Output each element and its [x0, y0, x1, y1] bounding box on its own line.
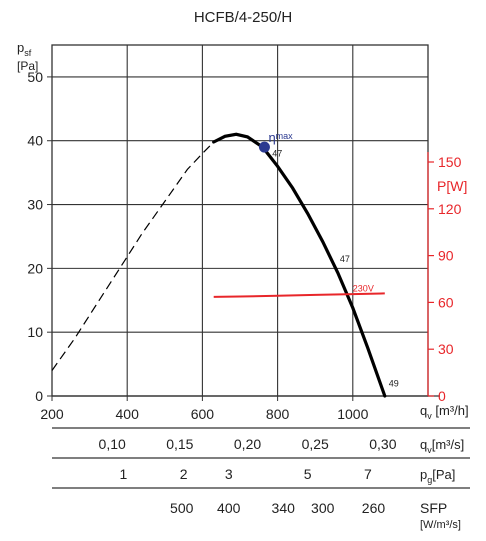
aux-tick-label: 400	[217, 500, 241, 516]
x-tick-label: 600	[191, 406, 215, 422]
aux-scale-unit: [W/m³/s]	[420, 519, 461, 531]
y-axis-label: psf	[17, 40, 32, 58]
y-tick-label: 40	[27, 133, 43, 149]
power-tick-label: 150	[438, 154, 462, 170]
aux-tick-label: 3	[225, 466, 233, 482]
power-tick-label: 60	[438, 294, 454, 310]
aux-tick-label: 5	[304, 466, 312, 482]
y-tick-label: 30	[27, 197, 43, 213]
aux-tick-label: 0,15	[166, 436, 193, 452]
y-tick-label: 10	[27, 324, 43, 340]
aux-tick-label: 1	[120, 466, 128, 482]
x-tick-label: 1000	[337, 406, 368, 422]
pressure-curve-extrapolated	[51, 141, 215, 371]
aux-tick-label: 7	[364, 466, 372, 482]
efficiency-point-label: 47	[340, 254, 350, 264]
plot-series	[51, 132, 387, 398]
power-series-label: 230V	[353, 283, 374, 293]
aux-tick-label: 260	[362, 500, 386, 516]
y-tick-label: 0	[35, 388, 43, 404]
y-axis-unit: [Pa]	[17, 59, 38, 73]
power-tick-label: 120	[438, 201, 462, 217]
power-curve	[213, 292, 385, 298]
aux-tick-label: 2	[180, 466, 188, 482]
aux-scale-label: pg[Pa]	[420, 467, 455, 485]
power-tick-label: 90	[438, 248, 454, 264]
efficiency-point-label: 47	[272, 149, 282, 159]
efficiency-max-marker	[258, 141, 270, 153]
aux-tick-label: 0,10	[99, 436, 126, 452]
chart-title: HCFB/4-250/H	[194, 9, 292, 26]
y-tick-label: 50	[27, 69, 43, 85]
power-tick-label: 0	[438, 388, 446, 404]
x-tick-label: 200	[40, 406, 64, 422]
x-axis-label: qv [m³/h]	[420, 403, 469, 421]
power-axis-label: P[W]	[437, 178, 467, 194]
efficiency-point-label: 49	[389, 378, 399, 388]
aux-tick-label: 500	[170, 500, 194, 516]
pressure-curve	[212, 132, 387, 398]
aux-tick-label: 0,25	[302, 436, 329, 452]
y-tick-label: 20	[27, 260, 43, 276]
aux-scale-label: SFP	[420, 500, 447, 516]
aux-tick-label: 0,30	[369, 436, 396, 452]
aux-scale-label: qv[m³/s]	[420, 437, 464, 455]
efficiency-max-label: ηmax	[268, 130, 293, 145]
grid	[47, 44, 470, 489]
power-tick-label: 30	[438, 341, 454, 357]
plot-frame	[51, 44, 429, 397]
aux-tick-label: 340	[272, 500, 296, 516]
aux-tick-label: 300	[311, 500, 335, 516]
x-tick-label: 400	[116, 406, 140, 422]
x-tick-label: 800	[266, 406, 290, 422]
aux-tick-label: 0,20	[234, 436, 261, 452]
